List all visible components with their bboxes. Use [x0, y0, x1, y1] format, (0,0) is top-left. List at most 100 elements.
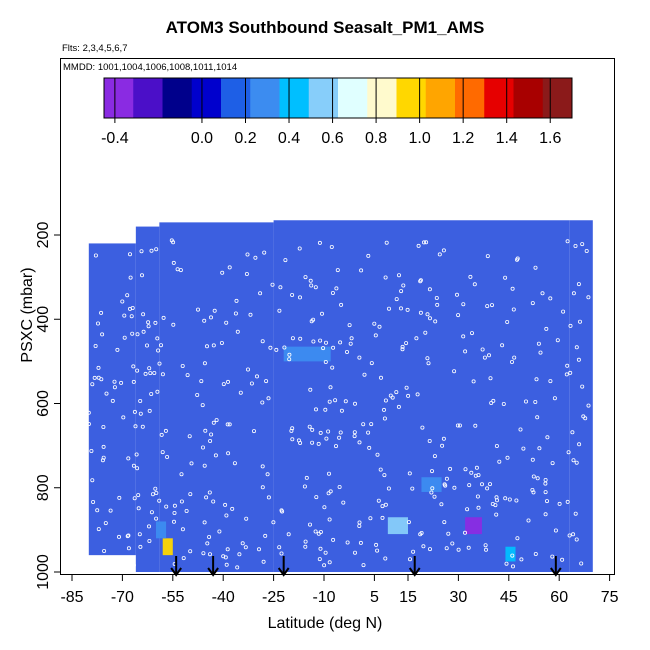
sample-point: [359, 268, 364, 273]
sample-point: [446, 531, 451, 536]
sample-point: [510, 286, 515, 291]
sample-point: [583, 416, 588, 421]
sample-point: [146, 324, 151, 329]
sample-point: [339, 302, 344, 307]
sample-point: [319, 311, 324, 316]
sample-point: [268, 345, 273, 350]
sample-point: [100, 332, 105, 337]
sample-point: [219, 340, 224, 345]
sample-point: [410, 486, 415, 491]
sample-point: [314, 495, 319, 500]
sample-point: [571, 291, 576, 296]
sample-point: [244, 271, 249, 276]
sample-point: [400, 347, 405, 352]
sample-point: [172, 510, 177, 515]
sample-point: [437, 252, 442, 257]
x-axis: -85 -70 -55 -40 -25 -10 5 15 30 45 60 75: [60, 575, 619, 606]
colorbar-segment: [133, 78, 163, 118]
sample-point: [574, 537, 579, 542]
sample-point: [444, 476, 449, 481]
sample-point: [357, 440, 362, 445]
sample-point: [327, 517, 332, 522]
sample-point: [213, 453, 218, 458]
sample-point: [326, 429, 331, 434]
sample-point: [380, 515, 385, 520]
sample-point: [140, 424, 145, 429]
sample-point: [308, 387, 313, 392]
sample-point: [472, 282, 477, 287]
sample-point: [254, 374, 259, 379]
sample-point: [152, 370, 157, 375]
sample-point: [341, 500, 346, 505]
sample-point: [358, 540, 363, 545]
sample-point: [344, 349, 349, 354]
sample-point: [147, 408, 152, 413]
sample-point: [134, 452, 139, 457]
sample-point: [372, 321, 377, 326]
sample-point: [383, 502, 388, 507]
sample-point: [157, 498, 162, 503]
sample-point: [127, 306, 132, 311]
sample-point: [545, 499, 550, 504]
sample-point: [221, 382, 226, 387]
sample-point: [489, 303, 494, 308]
chart-title: ATOM3 Southbound Seasalt_PM1_AMS: [165, 18, 485, 37]
sample-point: [171, 260, 176, 265]
sample-point: [474, 465, 479, 470]
sample-point: [290, 437, 295, 442]
y-tick-label: 200: [35, 222, 52, 249]
sample-point: [317, 557, 322, 562]
sample-point: [139, 273, 144, 278]
sample-point: [564, 372, 569, 377]
sample-point: [233, 311, 238, 316]
sample-point: [469, 470, 474, 475]
sample-point: [366, 253, 371, 258]
sample-point: [407, 471, 412, 476]
plot-frame: [60, 58, 615, 575]
sample-point: [138, 544, 143, 549]
sample-point: [531, 474, 536, 479]
sample-point: [318, 338, 323, 343]
sample-point: [455, 423, 460, 428]
sample-point: [425, 356, 430, 361]
sample-point: [570, 430, 575, 435]
sample-point: [144, 343, 149, 348]
sample-point: [534, 377, 539, 382]
sample-point: [404, 385, 409, 390]
sample-point: [456, 547, 461, 552]
sample-point: [323, 550, 328, 555]
sample-point: [404, 341, 409, 346]
sample-point: [394, 297, 399, 302]
sample-point: [406, 520, 411, 525]
sample-point: [328, 489, 333, 494]
sample-point: [329, 244, 334, 249]
sample-point: [131, 379, 136, 384]
sample-point: [426, 361, 431, 366]
sample-point: [586, 295, 591, 300]
sample-point: [421, 544, 426, 549]
sample-point: [214, 418, 219, 423]
sample-point: [128, 275, 133, 280]
sample-point: [322, 505, 327, 510]
heatmap-feature: [156, 521, 167, 539]
sample-point: [448, 466, 453, 471]
sample-point: [487, 482, 492, 487]
sample-point: [200, 445, 205, 450]
sample-point: [282, 345, 287, 350]
sample-point: [277, 308, 282, 313]
sample-point: [333, 398, 338, 403]
sample-point: [568, 370, 573, 375]
sample-point: [331, 345, 336, 350]
sample-point: [406, 393, 411, 398]
sample-point: [237, 552, 242, 557]
sample-point: [366, 430, 371, 435]
sample-point: [576, 282, 581, 287]
sample-point: [171, 240, 176, 245]
sample-point: [271, 520, 276, 525]
sample-point: [160, 372, 165, 377]
y-tick-label: 800: [35, 474, 52, 501]
sample-point: [184, 508, 189, 513]
sample-point: [112, 379, 117, 384]
sample-point: [149, 510, 154, 515]
sample-point: [337, 484, 342, 489]
